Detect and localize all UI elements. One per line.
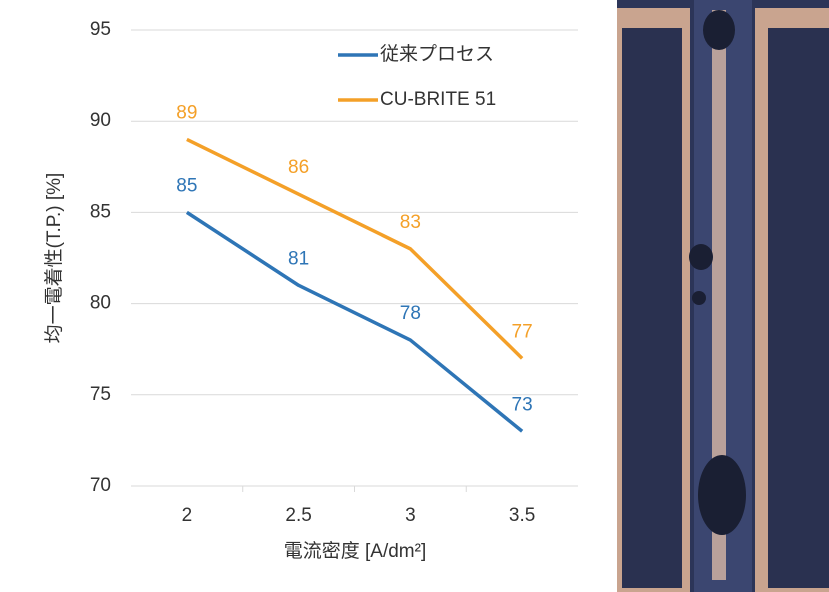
legend-label: CU-BRITE 51 (380, 89, 496, 110)
x-tick-label: 3 (405, 505, 416, 526)
data-label: 89 (176, 102, 197, 123)
data-label: 85 (176, 175, 197, 196)
y-tick-label: 70 (90, 475, 111, 496)
void (703, 10, 735, 50)
chart-background (0, 0, 600, 592)
series-line (185, 210, 524, 433)
y-tick-label: 75 (90, 384, 111, 405)
y-tick-label: 85 (90, 201, 111, 222)
data-label: 73 (512, 394, 533, 415)
y-axis-label: 均一電着性(T.P.) [%] (43, 173, 65, 344)
void (692, 291, 706, 305)
plating-core (712, 10, 726, 580)
legend-label: 従来プロセス (380, 43, 494, 65)
data-label: 86 (288, 157, 309, 178)
y-tick-label: 95 (90, 19, 111, 40)
y-tick-label: 90 (90, 110, 111, 131)
data-label: 83 (400, 212, 421, 233)
x-tick-label: 2 (182, 505, 193, 526)
micrograph (617, 0, 829, 592)
series-line (186, 137, 524, 360)
data-label: 77 (512, 321, 533, 342)
board-left (622, 28, 682, 588)
board-right (768, 28, 829, 588)
x-axis-label: 電流密度 [A/dm²] (284, 540, 427, 562)
void (689, 244, 713, 270)
x-tick-label: 3.5 (509, 505, 535, 526)
x-tick-label: 2.5 (285, 505, 311, 526)
data-label: 81 (288, 248, 309, 269)
void (698, 455, 746, 535)
data-label: 78 (400, 303, 421, 324)
y-tick-label: 80 (90, 293, 111, 314)
